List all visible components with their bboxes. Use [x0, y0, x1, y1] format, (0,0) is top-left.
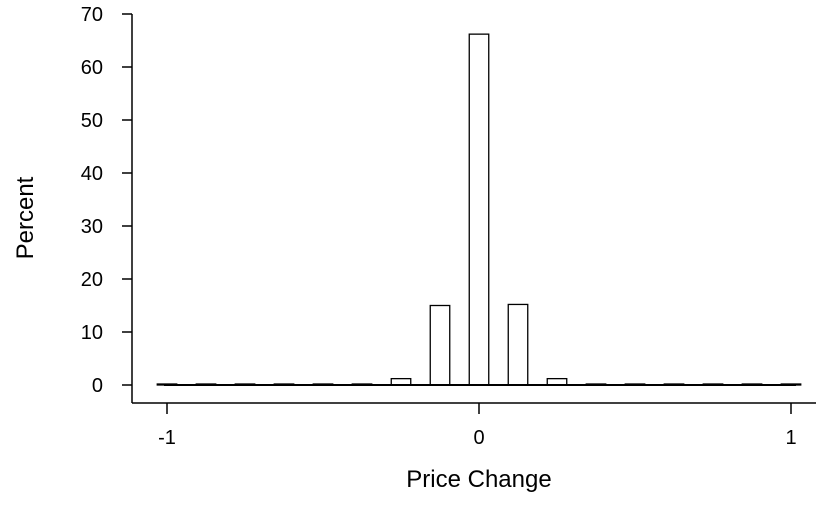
x-tick-label: 0 — [473, 427, 484, 449]
x-axis-ticks: -1 0 1 — [158, 403, 797, 449]
x-tick-label: 1 — [785, 427, 796, 449]
y-tick-label: 60 — [81, 57, 103, 79]
y-tick-label: 0 — [92, 375, 103, 397]
y-axis-title: Percent — [12, 176, 39, 259]
y-axis-ticks: 0 10 20 30 40 50 60 70 — [81, 4, 132, 397]
y-tick-label: 40 — [81, 163, 103, 185]
x-tick-label: -1 — [158, 427, 176, 449]
histogram-bar — [468, 33, 490, 386]
y-tick-label: 70 — [81, 4, 103, 26]
y-tick-label: 50 — [81, 110, 103, 132]
histogram-bar — [429, 304, 451, 386]
bars-group — [156, 33, 802, 386]
y-tick-label: 20 — [81, 269, 103, 291]
x-axis-title: Price Change — [406, 466, 551, 493]
histogram-bar — [507, 303, 529, 386]
y-tick-label: 10 — [81, 322, 103, 344]
y-tick-label: 30 — [81, 216, 103, 238]
